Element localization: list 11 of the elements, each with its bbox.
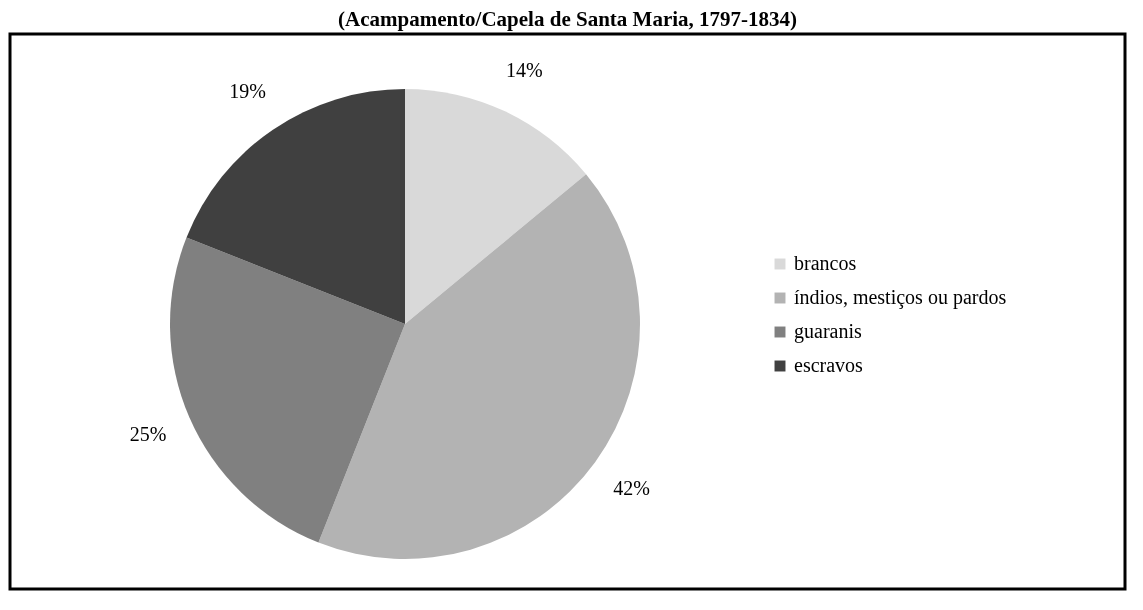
pie-slice bbox=[170, 237, 405, 543]
legend-label: índios, mestiços ou pardos bbox=[794, 286, 1007, 309]
legend-label: brancos bbox=[794, 252, 857, 274]
chart-title: (Acampamento/Capela de Santa Maria, 1797-1834) bbox=[337, 7, 798, 31]
data-label: 19% bbox=[229, 80, 266, 103]
legend-label: escravos bbox=[794, 354, 864, 376]
data-label: 25% bbox=[129, 423, 167, 446]
data-label: 42% bbox=[613, 476, 650, 499]
legend-label: guaranis bbox=[794, 320, 862, 343]
pie-slice bbox=[405, 89, 587, 324]
data-label: 14% bbox=[505, 58, 543, 81]
